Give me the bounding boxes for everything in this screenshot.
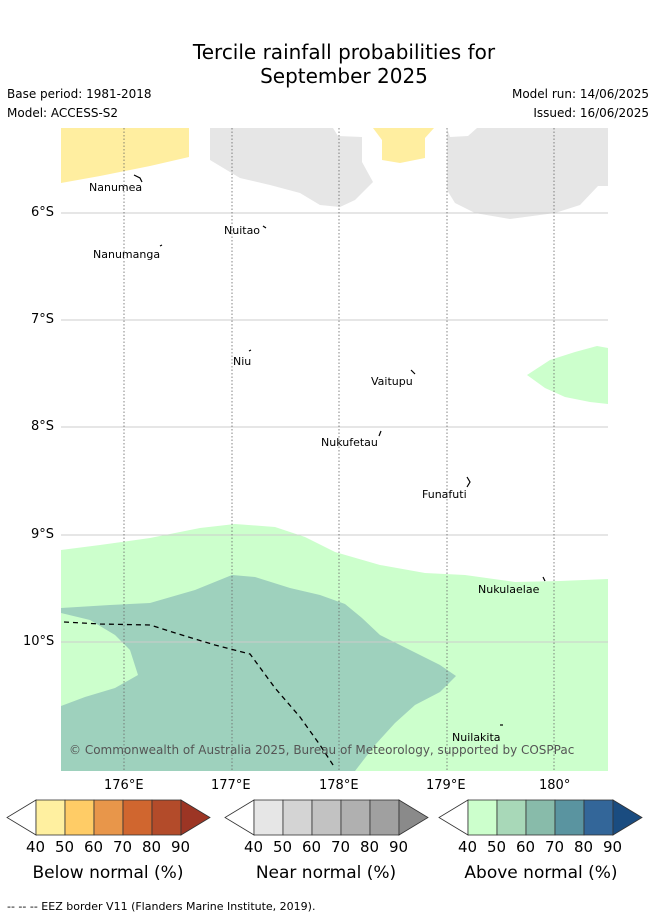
cbar-above-tick: 80 [574, 838, 594, 856]
lon-label: 179°E [426, 778, 466, 793]
model-name: Model: ACCESS-S2 [7, 106, 119, 120]
lon-gridlines [123, 128, 555, 771]
lon-label: 180° [539, 778, 571, 793]
lat-label: 10°S [23, 634, 55, 649]
colorbar-above-normal [438, 799, 643, 836]
island-label-nanumanga: Nanumanga [93, 248, 161, 261]
lon-label: 178°E [319, 778, 359, 793]
cbar-below-tick: 70 [113, 838, 133, 856]
island-label-nukulaelae: Nukulaelae [478, 583, 540, 596]
lon-label: 176°E [104, 778, 144, 793]
colorbar-near-normal [224, 799, 429, 836]
island-label-vaitupu: Vaitupu [371, 375, 413, 388]
cbar-near-tick: 80 [360, 838, 380, 856]
eez-border [63, 621, 336, 769]
cbar-near-tick: 50 [273, 838, 293, 856]
below-normal-region [373, 128, 434, 163]
cbar-above-tick: 90 [603, 838, 623, 856]
cbar-near-tick: 40 [244, 838, 264, 856]
base-period: Base period: 1981-2018 [7, 87, 152, 101]
cbar-above-label: Above normal (%) [464, 863, 618, 883]
cbar-above-tick: 70 [545, 838, 565, 856]
cbar-above-tick: 60 [516, 838, 536, 856]
cbar-near-label: Near normal (%) [255, 863, 397, 883]
lat-label: 6°S [31, 205, 55, 220]
issued-date: Issued: 16/06/2025 [533, 106, 649, 120]
lat-label: 8°S [31, 419, 55, 434]
copyright-note: © Commonwealth of Australia 2025, Bureau… [69, 743, 575, 757]
cbar-above-tick: 40 [458, 838, 478, 856]
island-marks [133, 174, 546, 726]
above-normal-strong-region [61, 575, 456, 771]
above-normal-region [527, 346, 608, 404]
island-label-nuitao: Nuitao [224, 224, 261, 237]
cbar-near-tick: 90 [389, 838, 409, 856]
map-title-line1: Tercile rainfall probabilities for [192, 40, 496, 64]
eez-footnote: -- -- -- EEZ border V11 (Flanders Marine… [7, 900, 316, 913]
island-label-funafuti: Funafuti [422, 488, 467, 501]
cbar-below-tick: 80 [142, 838, 162, 856]
cbar-near-tick: 60 [302, 838, 322, 856]
lat-gridlines [61, 212, 608, 643]
cbar-above-tick: 50 [487, 838, 507, 856]
below-normal-region [61, 128, 189, 183]
map-title-line2: September 2025 [260, 64, 428, 88]
colorbar-below-normal [6, 799, 211, 836]
near-normal-region [210, 128, 373, 207]
lat-label: 7°S [31, 312, 55, 327]
cbar-below-tick: 60 [84, 838, 104, 856]
cbar-near-tick: 70 [331, 838, 351, 856]
island-label-niu: Niu [233, 355, 252, 368]
island-label-nuilakita: Nuilakita [452, 731, 501, 744]
near-normal-region [447, 128, 608, 219]
cbar-below-tick: 90 [171, 838, 191, 856]
cbar-below-tick: 50 [55, 838, 75, 856]
cbar-below-tick: 40 [26, 838, 46, 856]
island-label-nanumea: Nanumea [89, 181, 143, 194]
model-run: Model run: 14/06/2025 [511, 87, 649, 101]
lon-label: 177°E [211, 778, 251, 793]
island-label-nukufetau: Nukufetau [321, 436, 378, 449]
lat-label: 9°S [31, 527, 55, 542]
cbar-below-label: Below normal (%) [32, 863, 184, 883]
